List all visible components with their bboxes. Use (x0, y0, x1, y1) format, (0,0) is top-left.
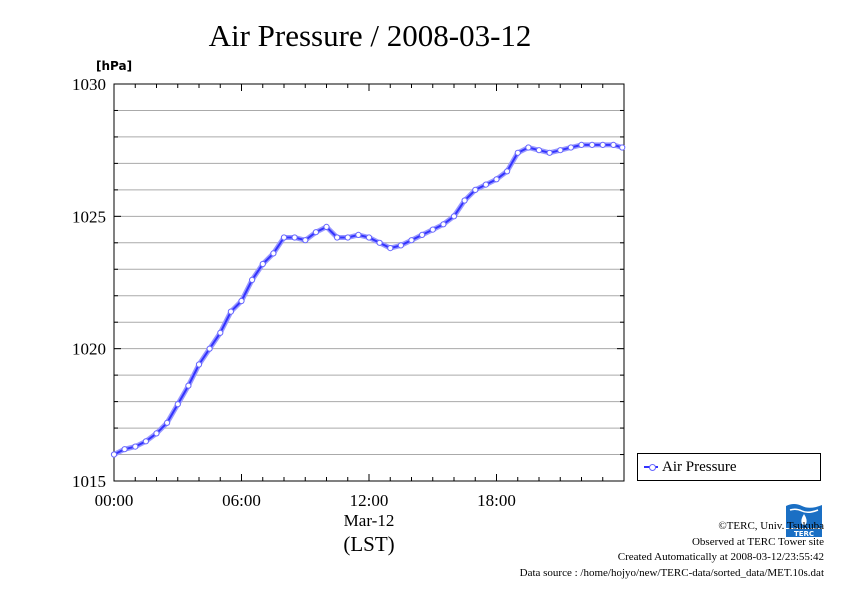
x-tick-label: 06:00 (222, 491, 261, 510)
data-point (408, 237, 415, 244)
credit-copyright: ©TERC, Univ. Tsukuba (718, 520, 824, 532)
data-point (619, 144, 626, 151)
data-point (291, 234, 298, 241)
data-point (227, 308, 234, 315)
legend-swatch-icon (644, 464, 658, 471)
data-point (514, 149, 521, 156)
y-tick-label: 1020 (72, 340, 106, 359)
data-point (259, 260, 266, 268)
plot-area (113, 83, 625, 482)
y-axis-label: [hPa] (96, 59, 132, 73)
y-tick-label: 1030 (72, 75, 106, 94)
data-point (419, 231, 426, 238)
data-point (217, 329, 224, 336)
x-tick-label: 00:00 (95, 491, 134, 510)
data-point (174, 401, 181, 408)
data-point (302, 237, 309, 244)
data-point (323, 223, 330, 230)
terc-logo: TERC (786, 504, 822, 538)
axis-ticks (113, 83, 625, 482)
data-point (164, 419, 171, 426)
data-point (153, 430, 160, 437)
data-point (334, 234, 341, 241)
data-point (567, 144, 575, 151)
data-point (546, 149, 553, 156)
legend: Air Pressure (637, 453, 821, 481)
data-point (589, 141, 596, 148)
data-point (365, 234, 373, 241)
data-point (472, 186, 479, 193)
data-point (525, 144, 532, 151)
data-point (142, 438, 149, 445)
data-point (450, 213, 458, 220)
data-point (504, 168, 511, 175)
data-point (397, 242, 404, 249)
x-axis-label: (LST) (343, 532, 394, 556)
credit-created: Created Automatically at 2008-03-12/23:5… (617, 551, 824, 563)
x-date-label: Mar-12 (344, 511, 395, 530)
data-point (376, 239, 383, 246)
data-point (599, 141, 606, 148)
credit-source: Data source : /home/hojyo/new/TERC-data/… (519, 566, 824, 579)
data-point (110, 451, 118, 458)
data-point (121, 446, 128, 453)
data-point (557, 147, 564, 154)
legend-label-air-pressure: Air Pressure (662, 458, 737, 475)
data-point (387, 245, 394, 252)
credits: ©TERC, Univ. Tsukuba Observed at TERC To… (520, 519, 824, 581)
x-tick-labels: 00:00 06:00 12:00 18:00 (95, 491, 516, 510)
logo-text: TERC (794, 530, 814, 538)
y-tick-label: 1025 (72, 207, 106, 226)
y-tick-label: 1015 (72, 472, 106, 491)
data-point (195, 361, 203, 368)
data-point (429, 226, 436, 233)
series-line (113, 143, 623, 456)
data-point (206, 345, 213, 352)
data-point (132, 443, 139, 450)
series-halo (112, 142, 623, 457)
data-point (270, 250, 277, 257)
data-point (535, 147, 543, 154)
data-point (344, 234, 351, 241)
data-point (355, 231, 362, 238)
data-point (280, 234, 288, 241)
grid (114, 109, 624, 456)
series-air-pressure (110, 141, 626, 458)
data-point (493, 176, 500, 183)
data-point (312, 229, 319, 236)
x-tick-label: 18:00 (477, 491, 516, 510)
chart-title: Air Pressure / 2008-03-12 (209, 18, 532, 53)
credit-observed: Observed at TERC Tower site (691, 535, 824, 548)
data-point (578, 141, 585, 148)
data-point (249, 276, 256, 283)
data-point (440, 221, 447, 228)
data-point (461, 197, 468, 204)
data-point (610, 141, 617, 148)
data-point (482, 181, 489, 188)
y-tick-labels: 1015 1020 1025 1030 (72, 75, 106, 491)
data-point (238, 297, 245, 305)
data-point (185, 382, 192, 389)
x-tick-label: 12:00 (350, 491, 389, 510)
